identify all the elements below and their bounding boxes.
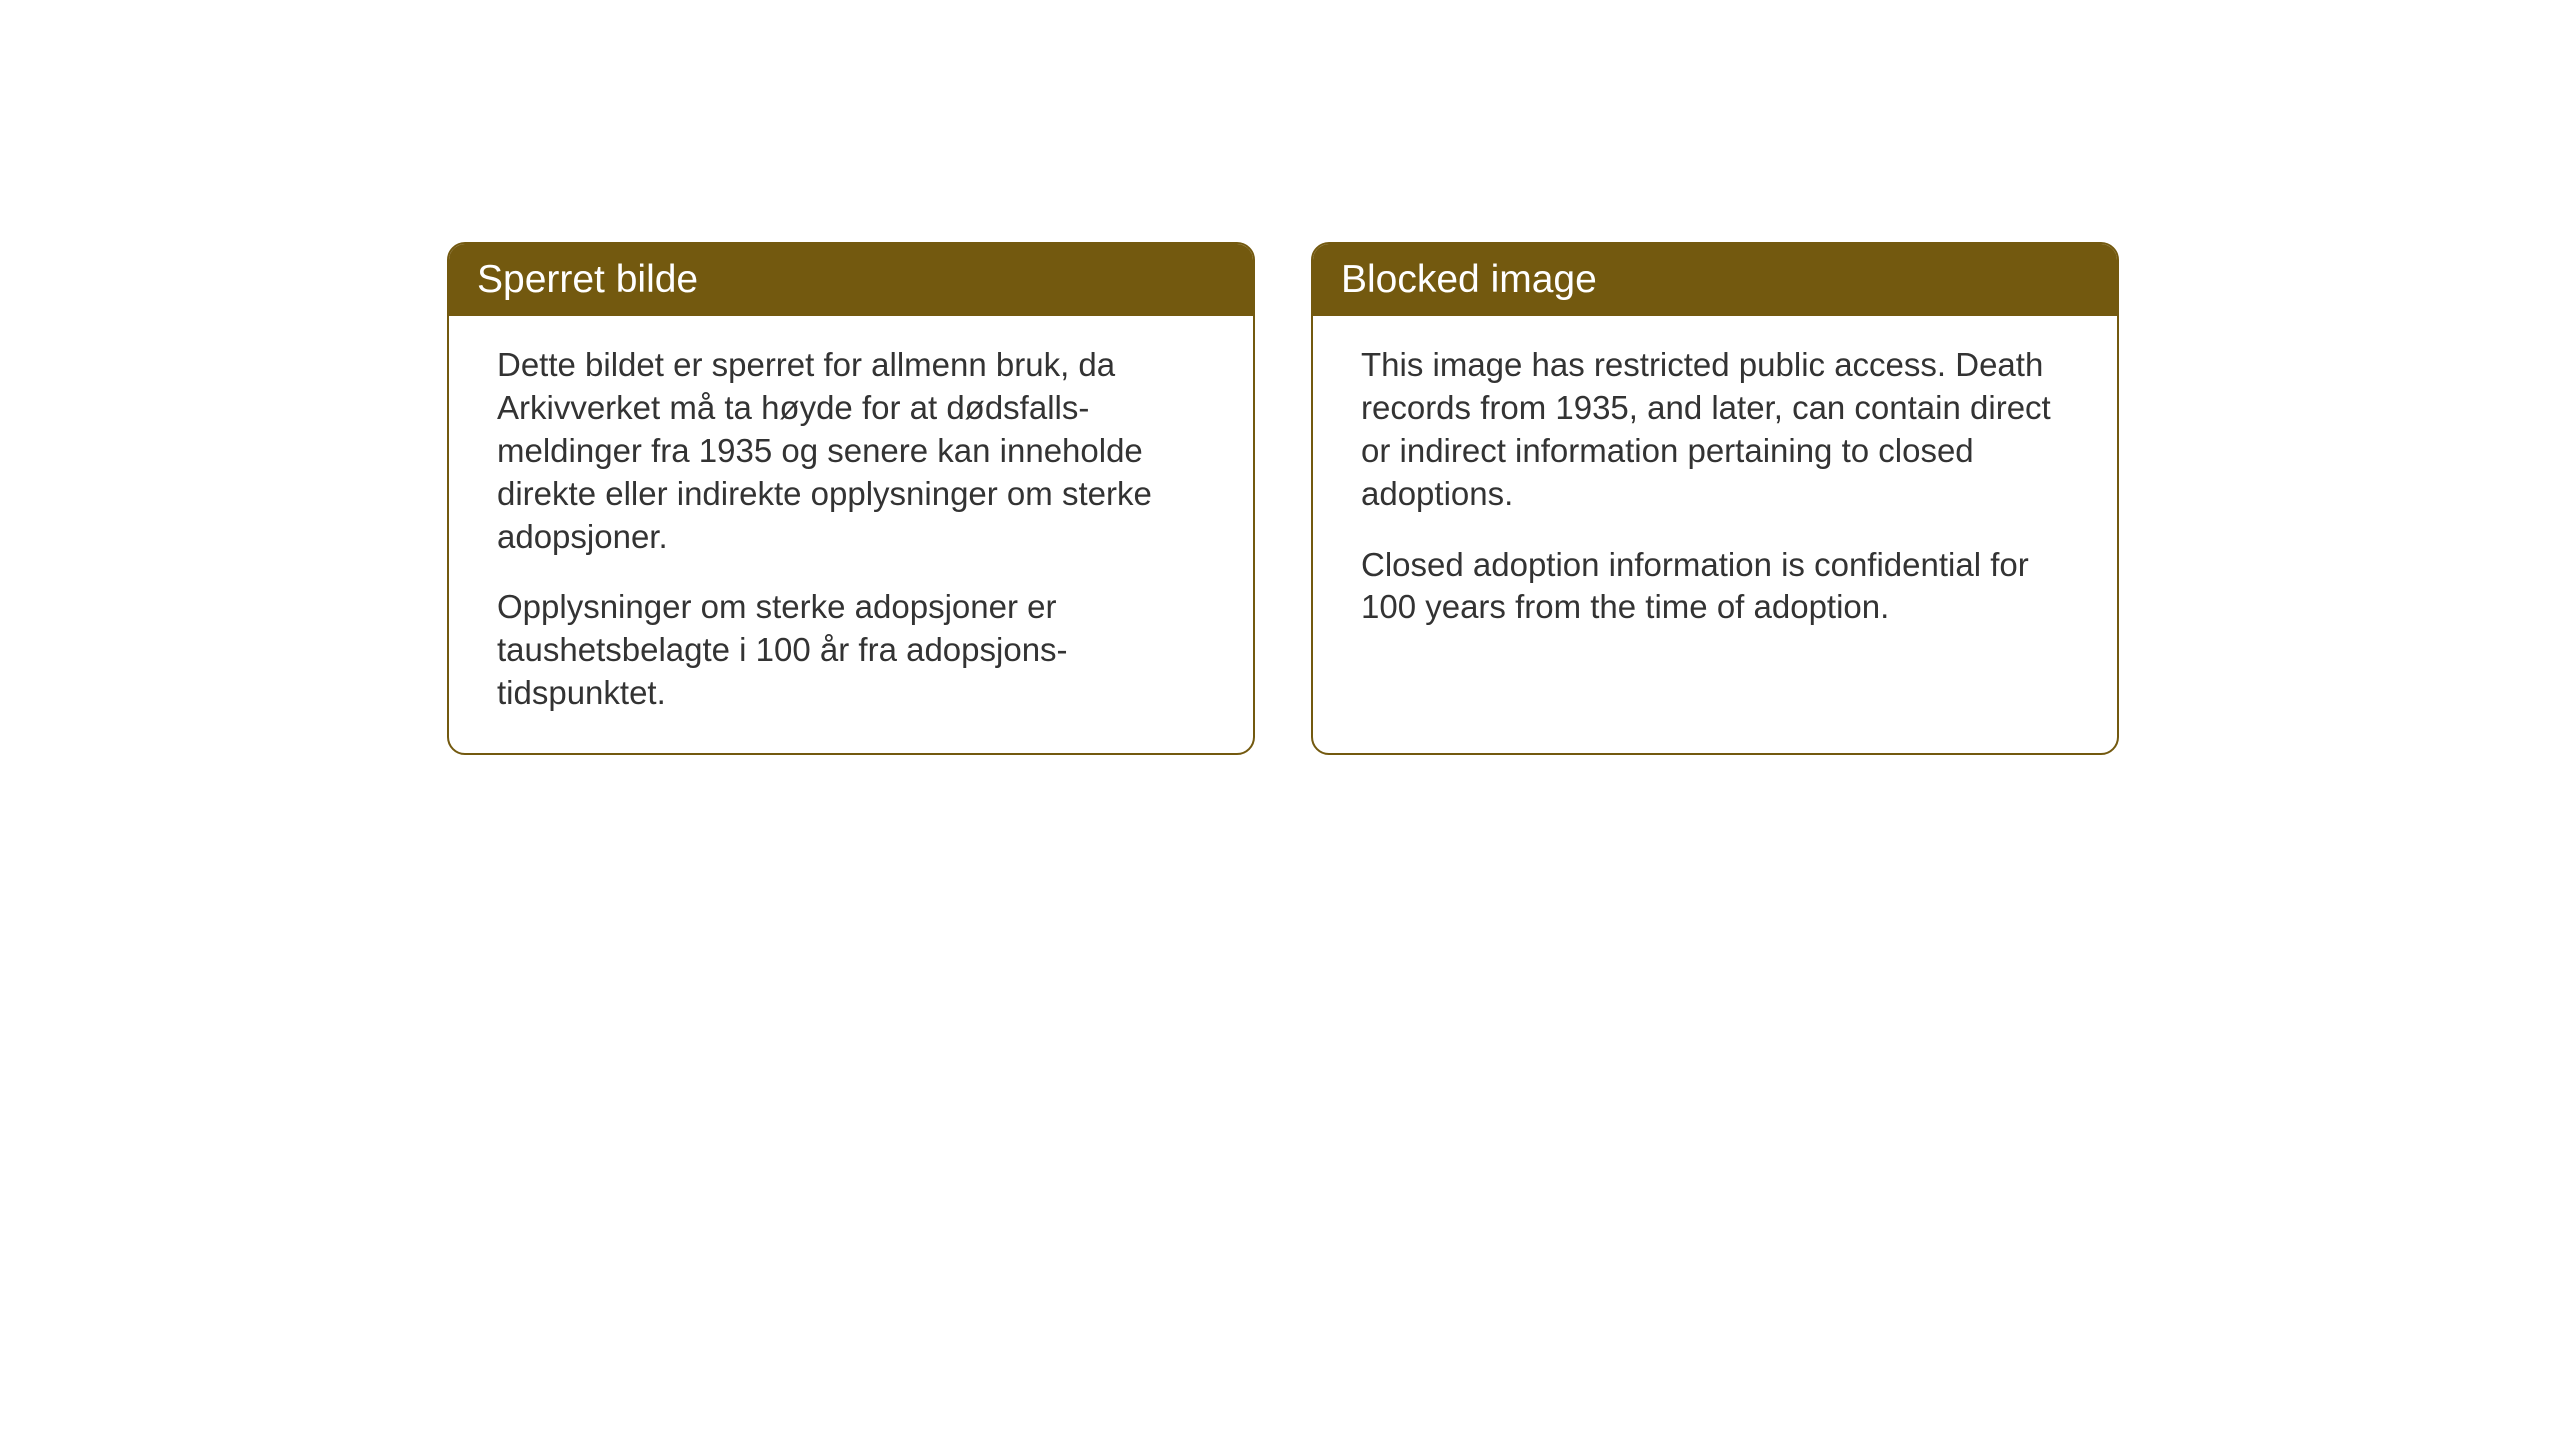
card-english: Blocked image This image has restricted … [1311,242,2119,755]
card-paragraph-2-english: Closed adoption information is confident… [1361,544,2069,630]
card-title-norwegian: Sperret bilde [477,258,698,301]
card-title-english: Blocked image [1341,258,1597,301]
card-norwegian: Sperret bilde Dette bildet er sperret fo… [447,242,1255,755]
card-paragraph-2-norwegian: Opplysninger om sterke adopsjoner er tau… [497,586,1205,715]
cards-container: Sperret bilde Dette bildet er sperret fo… [447,242,2119,755]
card-body-english: This image has restricted public access.… [1313,316,2117,667]
card-paragraph-1-english: This image has restricted public access.… [1361,344,2069,516]
card-header-norwegian: Sperret bilde [449,244,1253,316]
card-body-norwegian: Dette bildet er sperret for allmenn bruk… [449,316,1253,753]
card-header-english: Blocked image [1313,244,2117,316]
card-paragraph-1-norwegian: Dette bildet er sperret for allmenn bruk… [497,344,1205,558]
